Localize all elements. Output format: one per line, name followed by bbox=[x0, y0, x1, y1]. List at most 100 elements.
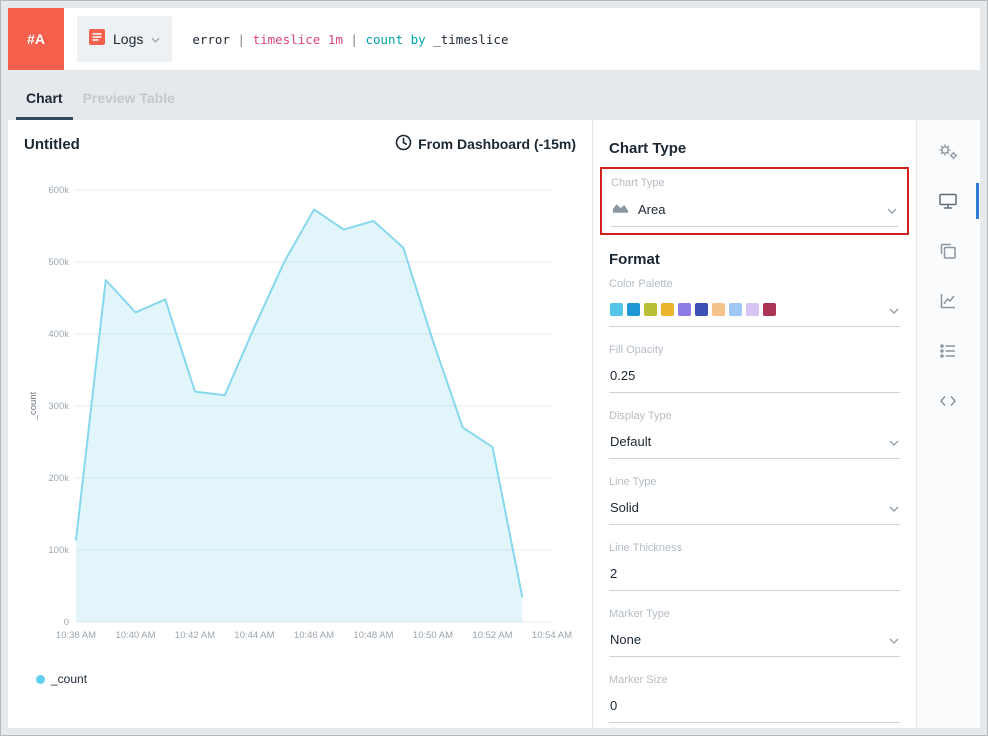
display-type-label: Display Type bbox=[609, 410, 672, 422]
query-token: count by bbox=[365, 31, 434, 47]
field-marker-size: Marker Size 0 bbox=[609, 674, 900, 723]
palette-swatch bbox=[627, 303, 640, 316]
chevron-down-icon bbox=[889, 632, 899, 647]
chart-type-label: Chart Type bbox=[611, 177, 665, 189]
icon-rail bbox=[916, 120, 979, 728]
line-thickness-input[interactable]: 2 bbox=[609, 563, 900, 591]
chart-section: Untitled From Dashboard (-15m) 0 100k 200k… bbox=[8, 120, 592, 728]
tab-preview-table-label: Preview Table bbox=[82, 90, 175, 106]
marker-size-label: Marker Size bbox=[609, 674, 668, 686]
svg-text:_count: _count bbox=[28, 391, 39, 421]
format-section-title: Format bbox=[609, 251, 660, 268]
legend-label: _count bbox=[51, 672, 88, 686]
chart-type-dropdown[interactable]: Area bbox=[611, 198, 898, 227]
legend-color-dot bbox=[36, 674, 45, 684]
palette-swatch bbox=[610, 303, 623, 316]
area-chart-icon bbox=[612, 201, 629, 217]
field-marker-type: Marker Type None bbox=[609, 608, 900, 657]
palette-swatch bbox=[678, 303, 691, 316]
line-type-value: Solid bbox=[610, 500, 639, 515]
settings-gears-icon[interactable] bbox=[917, 136, 979, 166]
palette-swatch bbox=[712, 303, 725, 316]
svg-text:200k: 200k bbox=[48, 473, 69, 484]
query-token: timeslice 1m bbox=[252, 31, 351, 47]
tab-chart[interactable]: Chart bbox=[16, 90, 73, 120]
svg-text:100k: 100k bbox=[48, 545, 69, 556]
query-input[interactable]: error | timeslice 1m | count by _timesli… bbox=[192, 32, 508, 47]
marker-size-input[interactable]: 0 bbox=[609, 695, 900, 723]
field-chart-type: Chart Type Area bbox=[611, 177, 898, 227]
query-token: | bbox=[350, 31, 366, 47]
chart-title: Untitled bbox=[24, 135, 80, 153]
query-token: | bbox=[237, 31, 253, 47]
color-palette-dropdown[interactable] bbox=[609, 299, 900, 327]
line-chart-icon[interactable] bbox=[917, 286, 979, 316]
source-label: Logs bbox=[113, 31, 144, 47]
palette-swatch bbox=[695, 303, 708, 316]
svg-text:10:42 AM: 10:42 AM bbox=[175, 630, 215, 641]
palette-swatch bbox=[661, 303, 674, 316]
svg-text:10:40 AM: 10:40 AM bbox=[115, 630, 155, 641]
display-type-value: Default bbox=[610, 434, 652, 449]
chevron-down-icon bbox=[889, 434, 899, 449]
logs-source-button[interactable]: Logs bbox=[77, 16, 173, 62]
query-token: _timeslice bbox=[433, 31, 509, 47]
settings-panel: Chart Type Chart Type Area bbox=[592, 120, 916, 728]
chart-type-value: Area bbox=[638, 201, 666, 217]
svg-text:10:54 AM: 10:54 AM bbox=[532, 630, 572, 641]
fill-opacity-input[interactable]: 0.25 bbox=[609, 365, 900, 393]
line-thickness-value: 2 bbox=[610, 566, 618, 581]
panel-badge: #A bbox=[8, 8, 64, 70]
main-panel: Untitled From Dashboard (-15m) 0 100k 200k… bbox=[8, 120, 980, 728]
color-palette-swatches bbox=[610, 303, 776, 316]
field-display-type: Display Type Default bbox=[609, 410, 900, 459]
line-type-label: Line Type bbox=[609, 476, 657, 488]
display-icon[interactable] bbox=[917, 183, 979, 219]
svg-text:10:46 AM: 10:46 AM bbox=[294, 630, 334, 641]
tab-preview-table[interactable]: Preview Table bbox=[73, 90, 185, 120]
svg-text:500k: 500k bbox=[48, 257, 69, 268]
marker-type-label: Marker Type bbox=[609, 608, 670, 620]
field-color-palette: Color Palette bbox=[609, 278, 900, 327]
color-palette-label: Color Palette bbox=[609, 278, 673, 290]
logs-icon bbox=[89, 28, 105, 50]
svg-text:10:44 AM: 10:44 AM bbox=[234, 630, 274, 641]
fill-opacity-value: 0.25 bbox=[610, 368, 636, 383]
chevron-down-icon bbox=[889, 302, 899, 317]
tab-bar: Chart Preview Table bbox=[8, 70, 980, 120]
query-token: error bbox=[192, 31, 238, 47]
line-thickness-label: Line Thickness bbox=[609, 542, 683, 554]
field-line-thickness: Line Thickness 2 bbox=[609, 542, 900, 591]
chevron-down-icon bbox=[887, 202, 897, 217]
palette-swatch bbox=[644, 303, 657, 316]
marker-type-value: None bbox=[610, 632, 642, 647]
marker-size-value: 0 bbox=[610, 698, 618, 713]
chart-header: Untitled From Dashboard (-15m) bbox=[24, 134, 576, 154]
legend-list-icon[interactable] bbox=[917, 336, 979, 366]
code-icon[interactable] bbox=[917, 386, 979, 416]
field-line-type: Line Type Solid bbox=[609, 476, 900, 525]
chart-type-section-title: Chart Type bbox=[609, 140, 687, 157]
svg-text:10:38 AM: 10:38 AM bbox=[56, 630, 96, 641]
time-range-label: From Dashboard (-15m) bbox=[418, 136, 576, 152]
marker-type-dropdown[interactable]: None bbox=[609, 629, 900, 657]
svg-text:10:50 AM: 10:50 AM bbox=[413, 630, 453, 641]
clock-icon bbox=[395, 134, 412, 154]
fill-opacity-label: Fill Opacity bbox=[609, 344, 664, 356]
chevron-down-icon bbox=[151, 30, 160, 48]
svg-text:10:52 AM: 10:52 AM bbox=[472, 630, 512, 641]
display-type-dropdown[interactable]: Default bbox=[609, 431, 900, 459]
palette-swatch bbox=[729, 303, 742, 316]
svg-text:400k: 400k bbox=[48, 329, 69, 340]
tab-chart-label: Chart bbox=[26, 90, 63, 106]
field-fill-opacity: Fill Opacity 0.25 bbox=[609, 344, 900, 393]
copy-panel-icon[interactable] bbox=[917, 236, 979, 266]
chevron-down-icon bbox=[889, 500, 899, 515]
svg-text:600k: 600k bbox=[48, 185, 69, 196]
line-type-dropdown[interactable]: Solid bbox=[609, 497, 900, 525]
chart-legend: _count bbox=[36, 672, 576, 686]
legend-item[interactable]: _count bbox=[36, 672, 87, 686]
svg-text:0: 0 bbox=[64, 617, 69, 628]
time-range-display: From Dashboard (-15m) bbox=[395, 134, 576, 154]
